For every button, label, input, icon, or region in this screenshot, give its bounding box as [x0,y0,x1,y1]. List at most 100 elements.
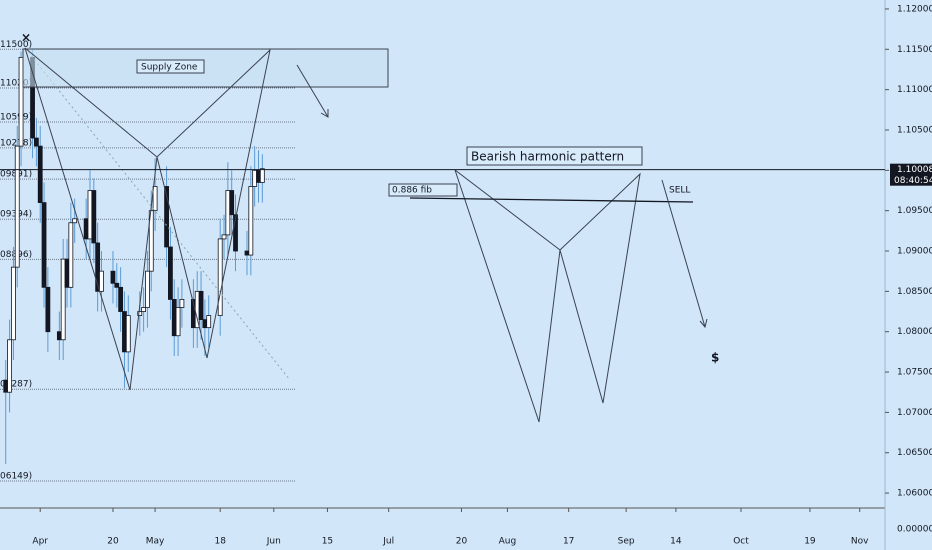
supply-zone [22,48,389,88]
x-tick-label: 20 [107,537,119,547]
x-tick-label: 19 [804,537,816,547]
candle-body [3,379,9,393]
candle-body [244,250,250,256]
x-tick-label: 20 [456,537,468,547]
x-tick-label: Aug [499,537,517,547]
last-price-box [890,163,932,186]
x-tick-label: Nov [851,537,869,547]
candle-body [114,282,120,288]
countdown: 08:40:54 [894,176,932,186]
pattern-label-box [466,146,643,166]
candle-body [68,222,74,288]
candle-body [229,190,235,216]
candle-body [198,290,204,320]
candle-body [56,331,62,341]
candle-body [11,266,16,341]
arrow-head [699,318,708,329]
candle-body [60,258,66,341]
candle-body [175,307,181,337]
level-label: 07287) [0,380,32,390]
candle-body [145,270,150,308]
candle-body [141,307,147,312]
candle-body [225,190,231,236]
x-tick-label: Jun [266,537,281,547]
y-tick-label: 1.11000 [897,85,932,95]
level-label: 11500) [0,40,32,50]
last-price-label: 1.10008 [897,165,932,175]
marker: × [21,31,31,45]
candle-body [99,270,104,292]
y-tick-label: 1.09000 [897,247,932,257]
dollar-label: $ [711,351,719,365]
supply-label: Supply Zone [141,63,198,73]
x-tick-label: 15 [322,537,333,547]
y-tick-label: 1.10500 [897,125,932,135]
y-tick-label: 1.07000 [897,408,932,418]
candle-body [202,319,208,329]
harmonic-drawing [24,47,271,391]
y-tick-label: 1.09500 [897,206,932,216]
candle-body [41,202,47,288]
candle-body [95,242,101,292]
candle-body [33,137,39,147]
candle-body [125,315,131,353]
candle-body [87,190,93,240]
candle-body [45,286,51,333]
pattern-label: Bearish harmonic pattern [471,150,624,164]
candle-body [83,218,89,240]
candle-body [137,311,143,316]
candle-body [18,56,24,147]
y-tick-label: 1.12000 [897,4,932,14]
candle-body [14,145,20,268]
fib-line [409,197,694,203]
candle-body [206,315,212,329]
level-label: 10278) [0,138,32,148]
y-tick-label: 1.06500 [897,448,932,458]
fib-label-box [388,183,458,197]
candle-body [252,169,258,187]
x-tick-label: 14 [670,537,682,547]
x-tick-label: 17 [563,537,574,547]
candle-body [259,168,265,183]
y-tick-label: 1.11500 [897,45,932,55]
candle-body [72,218,78,224]
x-tick-label: Sep [618,537,635,547]
x-tick-label: Apr [32,537,48,547]
arrow-head [320,109,329,118]
arrow [661,179,706,328]
sell-label: SELL [669,186,690,196]
level-label: 10599) [0,112,32,122]
y-tick-label: 1.06000 [897,489,932,499]
trend-line [24,47,291,381]
candle-body [152,186,158,212]
candle-body [122,311,127,353]
x-tick-label: May [146,537,165,547]
x-tick-label: Oct [733,537,749,547]
candle-body [110,270,116,284]
candle-body [164,186,169,248]
candle-body [248,186,254,256]
y-tick-label: 1.07500 [897,368,932,378]
candle-body [118,286,124,312]
candle-body [37,145,43,204]
x-tick-label: 18 [214,537,226,547]
level-label: 06149) [0,472,32,482]
candle-body [168,246,173,300]
arrow [296,64,329,118]
x-tick-label: Jul [382,537,394,547]
y-axis-bottom-label: 0.00000 [897,525,932,535]
candle-body [64,258,70,288]
fib-label: 0.886 fib [392,186,432,196]
candle-body [171,299,177,337]
candle-body [217,238,223,316]
candle-body [256,169,261,183]
y-tick-label: 1.08000 [897,327,932,337]
harmonic-pattern [454,169,641,423]
candle-body [7,339,12,393]
y-tick-label: 1.08500 [897,287,932,297]
candle-body [221,234,227,240]
level-label: 11020) [0,79,32,89]
candle-body [179,299,185,308]
